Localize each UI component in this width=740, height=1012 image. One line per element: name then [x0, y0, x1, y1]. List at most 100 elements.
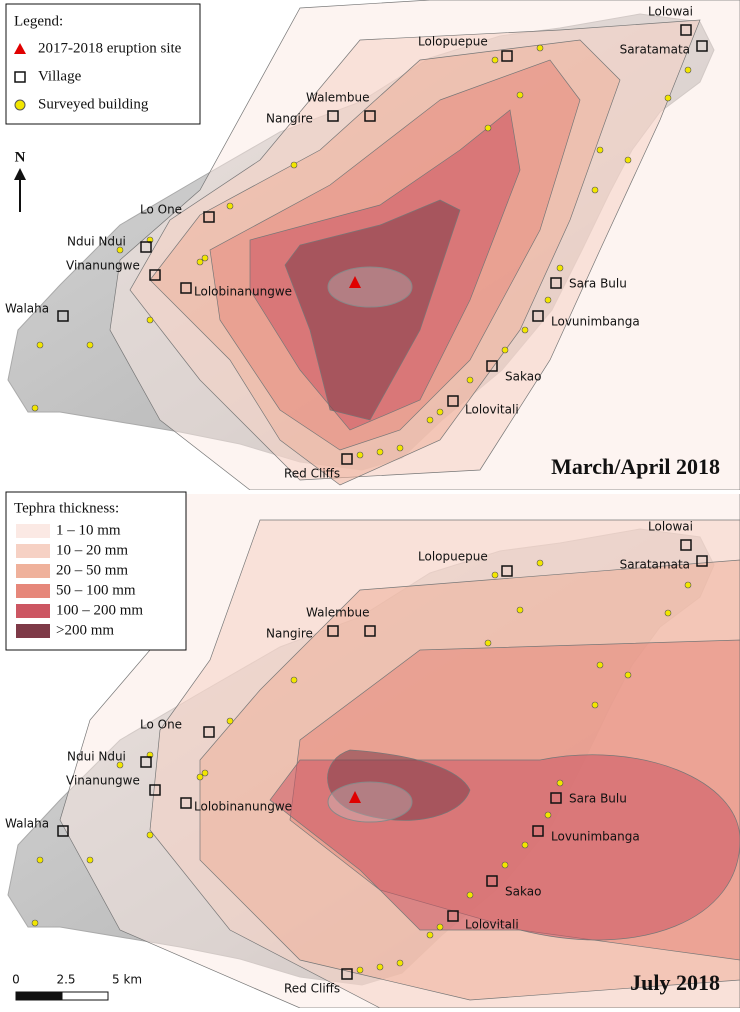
surveyed-building [591, 186, 599, 194]
legend-box [5, 3, 201, 125]
village-label: Vinanungwe [66, 259, 140, 273]
village-label: Sara Bulu [569, 277, 627, 291]
tephra-legend-item: >200 mm [56, 622, 114, 638]
legend-item: Surveyed building [38, 96, 149, 112]
legend-building-symbol [14, 99, 26, 111]
surveyed-building [356, 451, 364, 459]
tephra-zone [327, 749, 471, 821]
surveyed-building [86, 856, 94, 864]
tephra-legend-item: 100 – 200 mm [56, 602, 143, 618]
village [327, 110, 339, 122]
surveyed-building [664, 609, 672, 617]
village-label: Lolowai [648, 520, 693, 534]
legend-eruption-symbol [14, 43, 26, 54]
village [447, 910, 459, 922]
surveyed-building [376, 963, 384, 971]
surveyed-building [516, 606, 524, 614]
village-label: Lolowai [648, 5, 693, 19]
surveyed-building [536, 559, 544, 567]
village-label: Lo One [140, 203, 182, 217]
village [149, 784, 161, 796]
tephra-swatch [16, 524, 50, 538]
surveyed-building [664, 94, 672, 102]
map-panel: Lolowai Saratamata Lolopuepue Walembue Nangi… [0, 0, 740, 490]
village [680, 24, 692, 36]
surveyed-building [521, 326, 529, 334]
tephra-legend-title: Tephra thickness: [14, 500, 119, 516]
north-label: N [15, 149, 26, 165]
village-label: Red Cliffs [284, 467, 340, 481]
village [57, 825, 69, 837]
panel-title: July 2018 [630, 970, 720, 995]
village-label: Lolovitali [465, 403, 519, 417]
village-label: Sakao [505, 885, 541, 899]
surveyed-building [290, 676, 298, 684]
surveyed-building [501, 346, 509, 354]
surveyed-building [36, 856, 44, 864]
crater [327, 266, 413, 308]
village-label: Saratamata [620, 43, 690, 57]
legend-title: Legend: [14, 13, 63, 29]
village-label: Lovunimbanga [551, 315, 640, 329]
scale-label: 0 [12, 973, 20, 987]
village [341, 453, 353, 465]
surveyed-building [146, 831, 154, 839]
village-label: Saratamata [620, 558, 690, 572]
surveyed-building [426, 416, 434, 424]
village-label: Sakao [505, 370, 541, 384]
village [364, 625, 376, 637]
surveyed-building [516, 91, 524, 99]
village [696, 40, 708, 52]
north-arrow-head [14, 168, 26, 180]
village [532, 310, 544, 322]
village-label: Walembue [306, 91, 369, 105]
surveyed-building [556, 264, 564, 272]
crater [327, 781, 413, 823]
scale-label: 5 km [112, 973, 142, 987]
village [180, 797, 192, 809]
tephra-swatch [16, 624, 50, 638]
village [486, 360, 498, 372]
surveyed-building [290, 161, 298, 169]
village [447, 395, 459, 407]
village [140, 241, 152, 253]
village-label: Nangire [266, 112, 313, 126]
surveyed-building [436, 923, 444, 931]
village-label: Ndui Ndui [67, 235, 126, 249]
village-label: Lolopuepue [418, 35, 488, 49]
village [149, 269, 161, 281]
eruption-site [349, 276, 361, 288]
surveyed-building [376, 448, 384, 456]
surveyed-building [31, 919, 39, 927]
surveyed-building [226, 202, 234, 210]
surveyed-building [536, 44, 544, 52]
surveyed-building [501, 861, 509, 869]
village-label: Walembue [306, 606, 369, 620]
village [180, 282, 192, 294]
village [501, 50, 513, 62]
tephra-swatch [16, 604, 50, 618]
village-label: Lo One [140, 718, 182, 732]
village [680, 539, 692, 551]
surveyed-building [596, 661, 604, 669]
surveyed-building [624, 671, 632, 679]
village [327, 625, 339, 637]
legend-item: 2017-2018 eruption site [38, 40, 182, 56]
surveyed-building [226, 717, 234, 725]
village [696, 555, 708, 567]
village-label: Walaha [5, 817, 49, 831]
surveyed-building [36, 341, 44, 349]
surveyed-building [396, 959, 404, 967]
surveyed-building [556, 779, 564, 787]
surveyed-building [86, 341, 94, 349]
village-label: Lovunimbanga [551, 830, 640, 844]
legend-item: Village [38, 68, 82, 84]
surveyed-building [491, 571, 499, 579]
village-label: Red Cliffs [284, 982, 340, 996]
surveyed-building [466, 376, 474, 384]
surveyed-building [484, 124, 492, 132]
surveyed-building [426, 931, 434, 939]
legend-village-symbol [14, 71, 26, 83]
